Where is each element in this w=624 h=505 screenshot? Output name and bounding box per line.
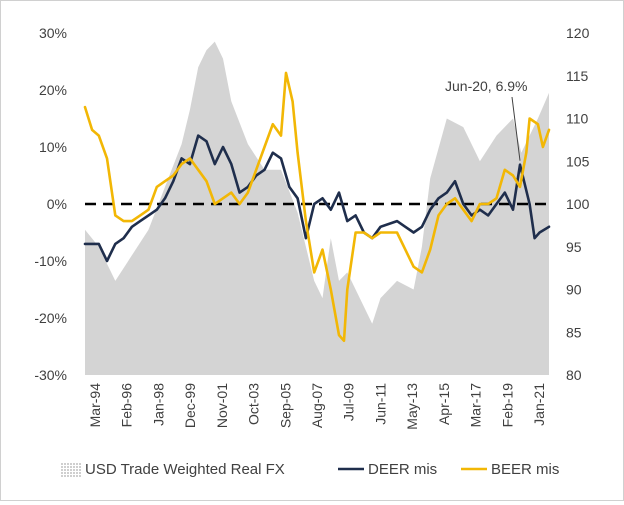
legend-swatch-dot bbox=[76, 463, 78, 465]
left-tick-label: 30% bbox=[39, 25, 67, 41]
left-axis: 30% 20% 10% 0% -10% -20% -30% bbox=[34, 25, 67, 383]
x-tick-label: Feb-19 bbox=[499, 383, 515, 428]
series-area-usd-trade-weighted-real-fx bbox=[85, 41, 549, 375]
right-tick-label: 110 bbox=[566, 111, 589, 127]
area-layer bbox=[85, 41, 549, 375]
x-tick-label: Nov-01 bbox=[214, 383, 230, 428]
legend-swatch-dot bbox=[64, 463, 66, 465]
x-tick-label: Mar-17 bbox=[468, 383, 484, 428]
annotation-label: Jun-20, 6.9% bbox=[445, 78, 528, 94]
legend-swatch-dot bbox=[70, 463, 72, 465]
legend-swatch-dot bbox=[64, 472, 66, 474]
legend-swatch-dot bbox=[76, 472, 78, 474]
legend-label-deer-mis: DEER mis bbox=[368, 461, 437, 478]
legend-swatch-dot bbox=[73, 472, 75, 474]
x-tick-label: Sep-05 bbox=[277, 383, 293, 428]
right-tick-label: 100 bbox=[566, 196, 590, 212]
legend-swatch-dot bbox=[64, 469, 66, 471]
legend: USD Trade Weighted Real FX DEER mis BEER m… bbox=[61, 461, 559, 478]
right-tick-label: 120 bbox=[566, 25, 590, 41]
legend-swatch-dot bbox=[61, 472, 63, 474]
legend-swatch-dot bbox=[67, 463, 69, 465]
left-tick-label: -30% bbox=[34, 367, 67, 383]
legend-swatch-dot bbox=[79, 463, 81, 465]
right-axis: 120 115 110 105 100 95 90 85 80 bbox=[566, 25, 590, 383]
x-tick-label: Apr-15 bbox=[436, 383, 452, 425]
x-tick-label: Aug-07 bbox=[309, 383, 325, 428]
x-axis: Mar-94 Feb-96 Jan-98 Dec-99 Nov-01 Oct-03 Sep-… bbox=[87, 383, 547, 430]
x-tick-label: May-13 bbox=[404, 383, 420, 430]
x-tick-label: Jun-11 bbox=[372, 383, 388, 425]
legend-swatch-dot bbox=[61, 469, 63, 471]
left-tick-label: 0% bbox=[47, 196, 67, 212]
legend-label-beer-mis: BEER mis bbox=[491, 461, 559, 478]
legend-swatch-dot bbox=[79, 475, 81, 477]
right-tick-label: 90 bbox=[566, 282, 582, 298]
right-tick-label: 80 bbox=[566, 367, 582, 383]
legend-swatch-dot bbox=[64, 475, 66, 477]
left-tick-label: -20% bbox=[34, 310, 67, 326]
legend-swatch-dot bbox=[70, 475, 72, 477]
legend-swatch-dot bbox=[76, 469, 78, 471]
legend-swatch-dot bbox=[73, 466, 75, 468]
legend-swatch-dot bbox=[67, 466, 69, 468]
legend-swatch-dot bbox=[73, 469, 75, 471]
legend-swatch-dot bbox=[73, 475, 75, 477]
legend-swatch-area bbox=[61, 463, 81, 477]
line-layer bbox=[83, 71, 551, 343]
legend-swatch-dot bbox=[70, 466, 72, 468]
legend-swatch-dot bbox=[79, 469, 81, 471]
legend-swatch-dot bbox=[70, 472, 72, 474]
x-tick-label: Mar-94 bbox=[87, 383, 103, 428]
right-tick-label: 115 bbox=[566, 68, 589, 84]
left-tick-label: 10% bbox=[39, 139, 67, 155]
x-tick-label: Jan-21 bbox=[531, 383, 547, 426]
annotation-layer: Jun-20, 6.9% bbox=[445, 78, 528, 161]
x-tick-label: Jul-09 bbox=[341, 383, 357, 421]
x-tick-label: Feb-96 bbox=[119, 383, 135, 428]
legend-swatch-dot bbox=[73, 463, 75, 465]
legend-swatch-dot bbox=[67, 475, 69, 477]
series-line-beer-mis bbox=[83, 71, 551, 343]
legend-swatch-dot bbox=[76, 466, 78, 468]
x-tick-label: Oct-03 bbox=[246, 383, 262, 425]
legend-swatch-dot bbox=[79, 472, 81, 474]
right-tick-label: 85 bbox=[566, 324, 582, 340]
legend-swatch-dot bbox=[61, 475, 63, 477]
series-line-deer-mis bbox=[83, 134, 551, 263]
legend-swatch-dot bbox=[79, 466, 81, 468]
legend-swatch-dot bbox=[67, 472, 69, 474]
legend-swatch-dot bbox=[61, 466, 63, 468]
legend-swatch-dot bbox=[64, 466, 66, 468]
legend-swatch-dot bbox=[70, 469, 72, 471]
left-tick-label: 20% bbox=[39, 82, 67, 98]
right-tick-label: 95 bbox=[566, 239, 582, 255]
legend-swatch-dot bbox=[67, 469, 69, 471]
legend-swatch-dot bbox=[76, 475, 78, 477]
legend-swatch-dot bbox=[61, 463, 63, 465]
annotation-leader bbox=[511, 96, 521, 161]
x-tick-label: Jan-98 bbox=[150, 383, 166, 426]
left-tick-label: -10% bbox=[34, 253, 67, 269]
right-tick-label: 105 bbox=[566, 153, 590, 169]
legend-label-usd-trade-weighted-real-fx: USD Trade Weighted Real FX bbox=[85, 461, 285, 478]
x-tick-label: Dec-99 bbox=[182, 383, 198, 428]
